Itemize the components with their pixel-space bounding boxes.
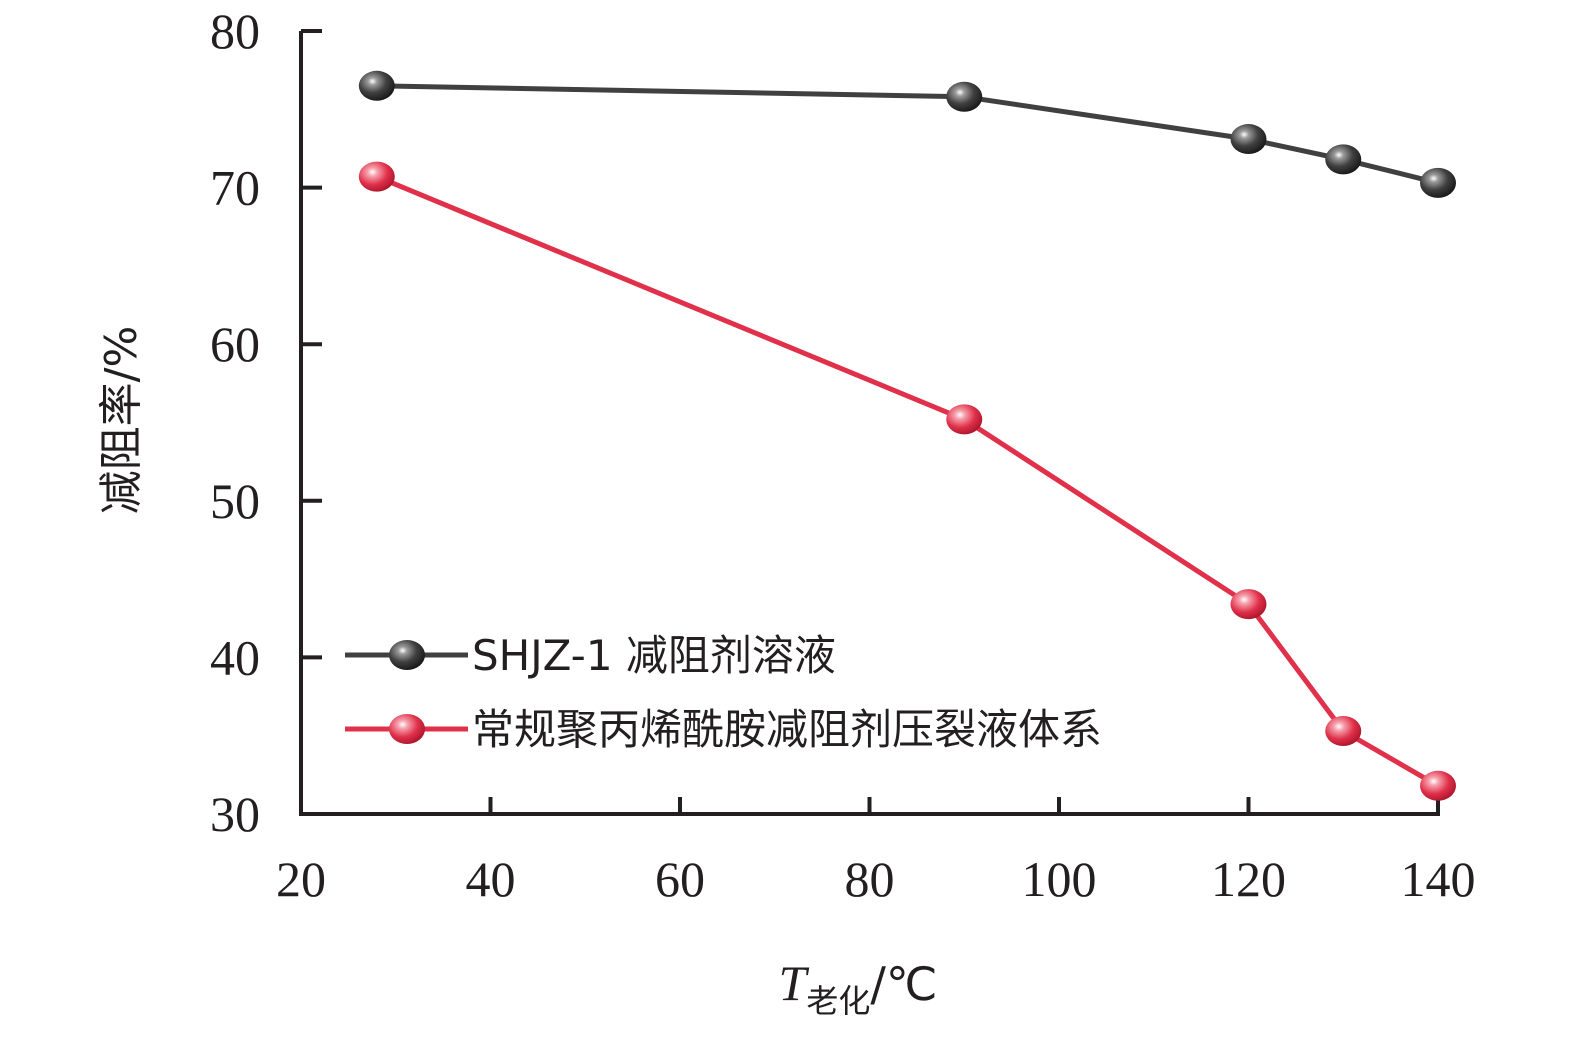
y-tick-label: 80 bbox=[210, 3, 260, 59]
data-point-series-0 bbox=[358, 70, 395, 101]
data-point-series-0 bbox=[1325, 144, 1362, 175]
axes bbox=[299, 31, 1440, 816]
legend-marker-polyacrylamide bbox=[389, 714, 425, 744]
data-point-series-0 bbox=[1420, 167, 1456, 198]
y-tick-label: 50 bbox=[210, 473, 260, 529]
legend-label-shjz: SHJZ-1 减阻剂溶液 bbox=[472, 631, 836, 680]
data-point-series-0 bbox=[946, 81, 983, 112]
x-tick-label: 80 bbox=[845, 851, 895, 907]
y-tick-label: 40 bbox=[210, 629, 260, 685]
data-point-series-0 bbox=[1230, 124, 1267, 155]
x-axis-title: T老化/℃ bbox=[779, 955, 938, 1020]
data-point-series-1 bbox=[1325, 716, 1362, 747]
y-tick-label: 60 bbox=[210, 316, 260, 372]
data-point-series-1 bbox=[1230, 589, 1267, 620]
x-tick-label: 140 bbox=[1401, 851, 1476, 907]
x-tick-label: 60 bbox=[655, 851, 705, 907]
data-point-series-1 bbox=[358, 161, 395, 192]
legend: SHJZ-1 减阻剂溶液 常规聚丙烯酰胺减阻剂压裂液体系 bbox=[345, 631, 1102, 754]
y-axis-title: 减阻率/% bbox=[96, 326, 147, 515]
x-ticks: 20 40 60 80 100 120 140 bbox=[276, 797, 1476, 907]
legend-item-shjz: SHJZ-1 减阻剂溶液 bbox=[345, 631, 836, 680]
series-layer bbox=[358, 70, 1456, 801]
y-tick-label: 30 bbox=[210, 786, 260, 842]
y-ticks: 30 40 50 60 70 80 bbox=[210, 3, 322, 842]
x-tick-label: 40 bbox=[466, 851, 516, 907]
x-axis-title-subscript: 老化 bbox=[806, 982, 870, 1020]
x-tick-label: 120 bbox=[1211, 851, 1286, 907]
y-tick-label: 70 bbox=[210, 160, 260, 216]
x-tick-label: 100 bbox=[1022, 851, 1097, 907]
x-tick-label: 20 bbox=[276, 851, 326, 907]
data-point-series-1 bbox=[1420, 770, 1456, 801]
legend-label-polyacrylamide: 常规聚丙烯酰胺减阻剂压裂液体系 bbox=[472, 705, 1102, 754]
x-axis-title-symbol: T bbox=[779, 955, 810, 1011]
data-point-series-1 bbox=[946, 404, 983, 435]
series-line-0 bbox=[376, 83, 1439, 186]
series-line-1 bbox=[375, 174, 1440, 788]
legend-marker-shjz bbox=[389, 640, 425, 670]
x-axis-title-unit: /℃ bbox=[870, 957, 937, 1011]
legend-item-polyacrylamide: 常规聚丙烯酰胺减阻剂压裂液体系 bbox=[345, 705, 1102, 754]
